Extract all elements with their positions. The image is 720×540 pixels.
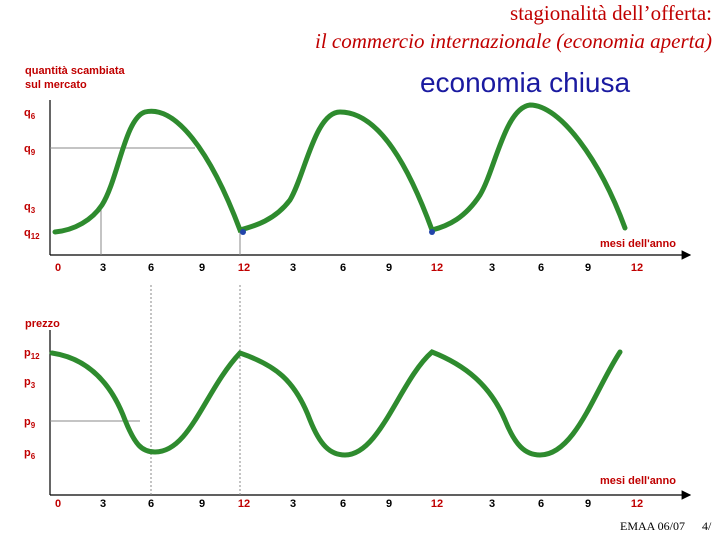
x-axis-label: mesi dell'anno: [600, 238, 676, 250]
x-tick-label: 12: [238, 498, 250, 510]
footer-page: 4/: [702, 519, 712, 533]
y-axis-label: prezzo: [25, 318, 60, 330]
x-tick-label: 12: [631, 498, 643, 510]
x-tick-label: 9: [386, 498, 392, 510]
y-level-label: q3: [24, 201, 36, 215]
y-level-label: q9: [24, 143, 36, 157]
x-tick-label: 3: [489, 498, 495, 510]
subscript: 3: [31, 206, 36, 215]
y-level-label: p12: [24, 347, 40, 361]
x-tick-label: 6: [538, 498, 544, 510]
y-level-label: p6: [24, 447, 36, 461]
x-tick-label: 6: [538, 262, 544, 274]
symbol: p: [24, 416, 31, 428]
subscript: 3: [31, 381, 36, 390]
x-tick-label: 3: [489, 262, 495, 274]
x-tick-label: 12: [431, 262, 443, 274]
x-tick-label: 3: [290, 498, 296, 510]
point: [240, 229, 246, 235]
subscript: 12: [31, 352, 40, 361]
subscript: 6: [31, 112, 36, 121]
x-tick-label: 12: [431, 498, 443, 510]
x-tick-label: 9: [585, 262, 591, 274]
y-level-label: q6: [24, 107, 36, 121]
x-tick-label: 6: [340, 262, 346, 274]
y-level-label: p9: [24, 416, 36, 430]
subtitle: economia chiusa: [420, 67, 631, 98]
footer-course: EMAA 06/07: [620, 519, 685, 533]
y-level-label: p3: [24, 376, 36, 390]
symbol: q: [24, 227, 31, 239]
symbol: q: [24, 107, 31, 119]
quantity-curve: [52, 102, 628, 235]
x-tick-label: 9: [199, 498, 205, 510]
x-tick-label: 6: [340, 498, 346, 510]
point: [429, 229, 435, 235]
price-curve: [49, 349, 623, 458]
x-tick-label: 3: [100, 498, 106, 510]
x-tick-label: 9: [585, 498, 591, 510]
x-tick-label: 3: [290, 262, 296, 274]
symbol: q: [24, 201, 31, 213]
symbol: p: [24, 347, 31, 359]
y-axis-label: sul mercato: [25, 79, 87, 91]
x-tick-label: 0: [55, 498, 61, 510]
y-level-label: q12: [24, 227, 40, 241]
x-tick-label: 12: [631, 262, 643, 274]
symbol: q: [24, 143, 31, 155]
symbol: p: [24, 376, 31, 388]
x-tick-label: 6: [148, 498, 154, 510]
subscript: 9: [31, 421, 36, 430]
title: stagionalità dell’offerta:: [510, 1, 712, 25]
x-tick-label: 3: [100, 262, 106, 274]
subscript: 12: [31, 232, 40, 241]
y-axis-label: quantità scambiata: [25, 65, 126, 77]
subscript: 6: [31, 452, 36, 461]
symbol: p: [24, 447, 31, 459]
x-tick-label: 9: [199, 262, 205, 274]
x-tick-label: 6: [148, 262, 154, 274]
x-tick-label: 0: [55, 262, 61, 274]
x-axis-label: mesi dell'anno: [600, 475, 676, 487]
subscript: 9: [31, 148, 36, 157]
x-tick-label: 12: [238, 262, 250, 274]
title: il commercio internazionale (economia ap…: [315, 29, 712, 53]
x-tick-label: 9: [386, 262, 392, 274]
